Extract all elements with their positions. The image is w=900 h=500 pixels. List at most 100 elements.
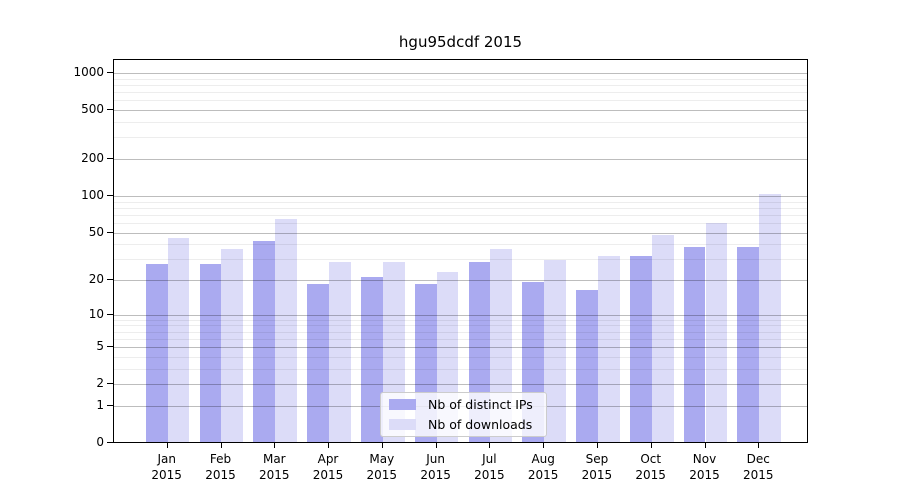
x-tick-label-feb: Feb 2015 [205,452,236,482]
gridline-minor-80 [114,207,807,209]
x-tick-jul [489,443,491,448]
gridline-major-1000 [114,73,807,74]
x-tick-label-jun: Jun 2015 [420,452,451,482]
x-tick-aug [543,443,545,448]
x-tick-may [381,443,383,448]
gridline-minor-90 [114,201,807,203]
gridline-minor-3 [114,368,807,370]
legend-item-distinct-ips: Nb of distinct IPs [389,397,538,412]
gridline-major-100 [114,195,807,197]
gridline-minor-60 [114,222,807,224]
gridline-minor-6 [114,338,807,340]
gridline-major-500 [114,110,807,112]
legend-swatch-distinct-ips [389,399,416,410]
x-tick-label-may: May 2015 [366,452,398,482]
y-tick-1000 [107,72,113,73]
gridline-minor-800 [114,85,807,86]
y-tick-label-1000: 1000 [73,65,104,79]
gridline-minor-600 [114,100,807,102]
legend-label-downloads: Nb of downloads [428,417,533,432]
gridline-minor-400 [114,122,807,123]
bar-may-distinct-ips [361,276,383,442]
y-tick-200 [107,158,113,159]
x-tick-label-dec: Dec 2015 [743,452,774,482]
chart-legend: Nb of distinct IPs Nb of downloads [380,392,547,437]
y-tick-2 [107,383,113,385]
y-tick-label-1: 1 [96,397,104,412]
bar-oct-downloads [651,234,674,442]
y-tick-label-5: 5 [96,339,104,354]
x-tick-sep [596,443,598,448]
y-tick-label-0: 0 [96,435,104,449]
legend-swatch-downloads [389,419,416,430]
y-tick-50 [107,231,113,233]
y-tick-label-10: 10 [88,306,104,321]
y-tick-label-200: 200 [81,151,104,165]
bar-apr-downloads [329,261,351,442]
x-tick-mar [274,443,276,448]
gridline-minor-4 [114,356,807,358]
y-tick-10 [107,313,113,315]
bar-feb-downloads [221,248,244,442]
y-tick-0 [107,442,113,443]
x-tick-label-sep: Sep 2015 [581,452,613,482]
y-tick-label-20: 20 [88,272,104,286]
y-tick-label-500: 500 [81,102,104,117]
bar-sep-distinct-ips [576,290,598,442]
gridline-minor-300 [114,137,807,139]
x-tick-feb [220,443,222,448]
bar-nov-downloads [705,222,728,442]
gridline-minor-40 [114,244,807,246]
gridline-minor-70 [114,214,807,216]
bar-aug-downloads [544,259,566,442]
legend-label-distinct-ips: Nb of distinct IPs [428,397,533,412]
gridline-major-5 [114,347,807,349]
y-tick-label-2: 2 [96,376,104,391]
y-tick-label-50: 50 [88,224,104,239]
gridline-major-10 [114,314,807,316]
x-tick-label-mar: Mar 2015 [259,452,290,482]
x-tick-label-jul: Jul 2015 [474,452,505,482]
x-tick-jun [435,443,437,448]
bar-jan-downloads [167,238,190,442]
gridline-major-200 [114,159,807,160]
bar-oct-distinct-ips [629,256,652,442]
x-tick-oct [650,443,652,448]
bar-dec-distinct-ips [737,247,760,442]
y-tick-100 [107,194,113,196]
x-tick-label-aug: Aug 2015 [527,452,559,482]
x-tick-apr [328,443,329,448]
bar-mar-distinct-ips [253,240,276,442]
x-tick-label-jan: Jan 2015 [151,452,182,482]
x-tick-label-oct: Oct 2015 [635,452,666,482]
x-tick-label-nov: Nov 2015 [689,452,720,482]
bar-nov-distinct-ips [683,247,706,442]
y-tick-20 [107,279,113,280]
gridline-major-50 [114,232,807,234]
bar-sep-downloads [597,256,620,442]
x-tick-dec [758,443,760,448]
gridline-minor-30 [114,259,807,261]
y-tick-label-100: 100 [81,187,104,202]
x-tick-jan [166,443,168,448]
bar-jan-distinct-ips [145,263,168,442]
gridline-major-20 [114,280,807,281]
x-tick-label-apr: Apr 2015 [312,452,344,482]
gridline-minor-7 [114,331,807,333]
gridline-minor-9 [114,319,807,321]
gridline-major-2 [114,384,807,386]
y-tick-5 [107,346,113,348]
plot-area: Nb of distinct IPs Nb of downloads [113,59,808,443]
x-tick-nov [704,443,706,448]
bar-feb-distinct-ips [199,263,222,442]
bar-mar-downloads [275,219,298,442]
gridline-minor-900 [114,78,807,80]
legend-item-downloads: Nb of downloads [389,417,538,432]
y-tick-1 [107,404,113,406]
chart-title: hgu95dcdf 2015 [398,33,523,51]
y-tick-500 [107,109,113,111]
gridline-minor-700 [114,92,807,94]
bar-dec-downloads [759,193,782,442]
bar-apr-distinct-ips [307,284,330,442]
